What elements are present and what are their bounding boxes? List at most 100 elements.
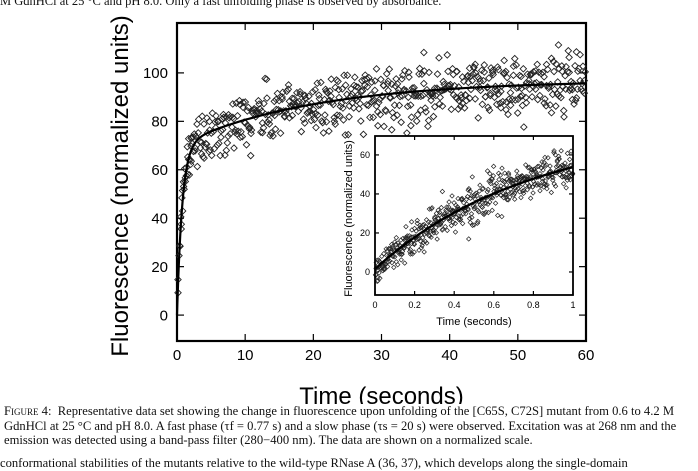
data-point [542, 101, 550, 110]
data-point [317, 78, 325, 87]
data-point [556, 156, 562, 162]
data-point [208, 109, 217, 117]
data-point [312, 123, 320, 132]
data-point [503, 73, 511, 82]
data-point [488, 66, 497, 75]
data-point [313, 79, 322, 88]
data-point [315, 94, 324, 103]
data-point [387, 125, 396, 134]
x-tick-label: 0.6 [488, 300, 501, 310]
data-point [545, 155, 551, 161]
data-point [198, 112, 207, 121]
data-point [230, 144, 238, 152]
data-point [564, 46, 573, 55]
data-point [529, 68, 538, 76]
data-point [565, 68, 574, 77]
data-point [299, 115, 308, 124]
data-point [542, 154, 548, 161]
data-point [489, 207, 495, 214]
data-point [259, 123, 268, 132]
data-point [403, 223, 409, 230]
inset-y-axis-label: Fluorescence (normalized units) [343, 140, 355, 297]
data-point [569, 79, 577, 88]
data-point [517, 183, 524, 190]
data-point [424, 116, 433, 125]
data-point [213, 117, 222, 126]
data-point [397, 118, 406, 127]
data-point [304, 108, 313, 116]
data-point [329, 100, 338, 109]
data-point [407, 113, 416, 121]
data-point [507, 81, 516, 90]
data-point [480, 68, 489, 76]
data-point [376, 257, 382, 263]
data-point [405, 73, 413, 81]
data-point [435, 53, 443, 62]
data-point [463, 211, 469, 217]
data-point [448, 222, 455, 229]
data-point [564, 150, 571, 157]
data-point [398, 75, 406, 83]
data-point [475, 218, 481, 225]
data-point [244, 103, 253, 112]
data-point [420, 222, 426, 228]
data-point [411, 241, 418, 248]
data-point [356, 99, 364, 108]
main-x-axis-label: Time (seconds) [299, 383, 463, 404]
data-point [265, 116, 273, 124]
data-point [350, 73, 359, 82]
data-point [487, 199, 493, 205]
data-point [194, 129, 203, 137]
data-point [460, 211, 466, 217]
data-point [246, 151, 255, 160]
data-point [357, 87, 365, 96]
data-point [480, 61, 489, 69]
data-point [393, 111, 401, 120]
data-point [499, 177, 505, 184]
data-point [551, 102, 560, 110]
data-point [224, 132, 232, 141]
data-point [359, 130, 368, 139]
data-point [406, 101, 415, 109]
data-point [182, 171, 191, 180]
data-point [531, 85, 540, 93]
data-point [311, 85, 319, 94]
data-point [424, 122, 432, 131]
inset-axis-ticks: 0 0.2 0.4 0.6 0.8 1 0 20 40 60 [360, 136, 576, 310]
data-point [185, 171, 194, 179]
y-tick-label: 80 [151, 114, 168, 131]
data-point [306, 107, 314, 116]
data-point [469, 222, 476, 228]
data-point [492, 200, 499, 206]
data-point [517, 84, 526, 93]
data-point [271, 125, 280, 133]
main-fit-curve [175, 82, 587, 316]
data-point [405, 243, 411, 250]
data-point [452, 229, 459, 235]
data-point [402, 234, 409, 241]
data-point [358, 86, 367, 95]
data-point [300, 91, 309, 100]
data-point [404, 93, 413, 102]
data-point [319, 129, 328, 137]
data-point [330, 113, 339, 122]
data-point [285, 114, 294, 122]
data-point [341, 131, 350, 139]
data-point [529, 184, 536, 190]
data-point [517, 72, 525, 81]
data-point [506, 101, 515, 110]
data-point [327, 75, 336, 84]
data-point [563, 67, 572, 76]
caption-line-1-text: Representative data set showing the chan… [57, 404, 675, 418]
data-point [269, 132, 277, 140]
data-point [499, 213, 505, 220]
data-point [350, 81, 358, 90]
caption-line-1: Figure 4: Representative data set showin… [4, 404, 698, 419]
data-point [421, 249, 427, 255]
data-point [407, 251, 414, 257]
data-point [519, 123, 528, 131]
data-point [503, 192, 510, 198]
data-point [482, 200, 488, 207]
data-point [466, 185, 472, 192]
